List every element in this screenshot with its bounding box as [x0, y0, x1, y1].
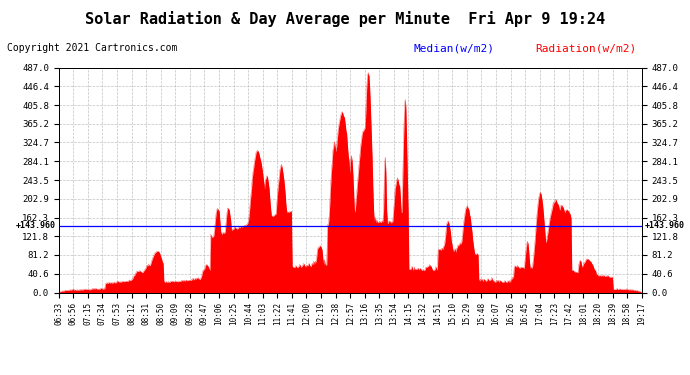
Text: +143.960: +143.960 — [16, 222, 56, 231]
Text: +143.960: +143.960 — [644, 222, 684, 231]
Text: Median(w/m2): Median(w/m2) — [414, 43, 495, 53]
Text: Copyright 2021 Cartronics.com: Copyright 2021 Cartronics.com — [7, 43, 177, 53]
Text: Solar Radiation & Day Average per Minute  Fri Apr 9 19:24: Solar Radiation & Day Average per Minute… — [85, 11, 605, 27]
Text: Radiation(w/m2): Radiation(w/m2) — [535, 43, 636, 53]
